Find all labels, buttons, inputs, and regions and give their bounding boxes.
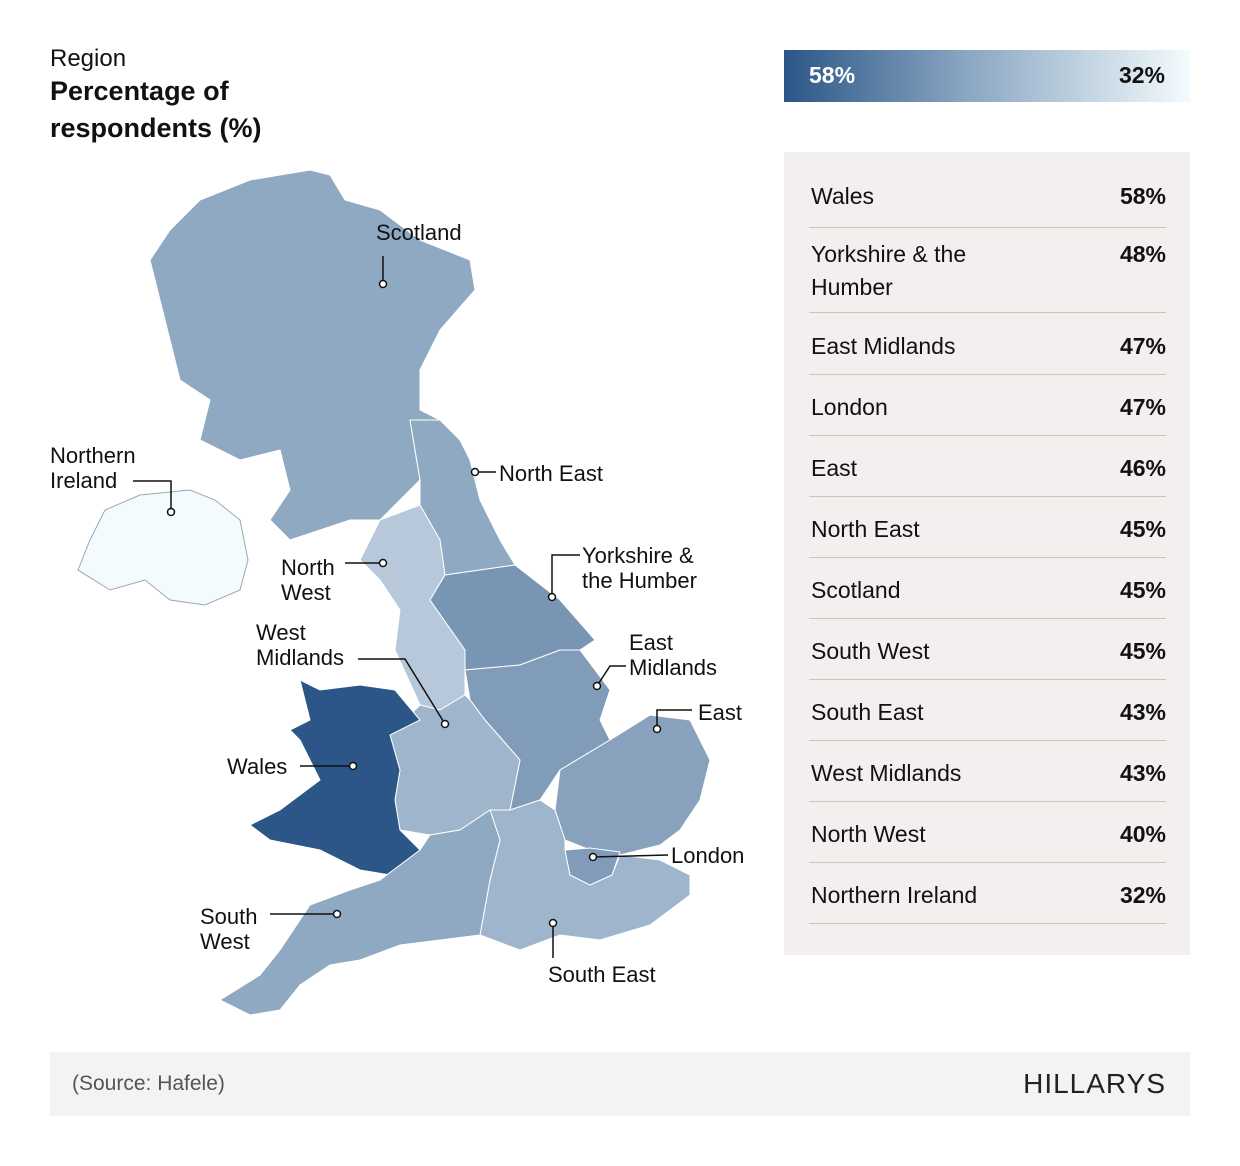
map-label-west-midlands: West Midlands [256, 620, 344, 670]
table-row: North West 40% [809, 818, 1166, 863]
region-ranking-table: Wales 58% Yorkshire & the Humber 48% East Mi… [784, 152, 1190, 955]
table-row: South East 43% [809, 696, 1166, 741]
hillarys-logo: HILLARYS [1023, 1068, 1166, 1099]
leader-line [596, 665, 626, 687]
region-marker-dot [652, 724, 662, 734]
region-marker-dot [332, 909, 342, 919]
region-value: 40% [1119, 821, 1166, 847]
region-name: East Midlands [811, 333, 956, 359]
region-south-east[interactable] [479, 799, 691, 951]
region-marker-dot [548, 918, 558, 928]
map-label-line: South [200, 904, 258, 929]
map-label-london: London [671, 843, 745, 868]
footer: (Source: Hafele) HILLARYS [50, 1052, 1190, 1116]
region-value: 45% [1119, 638, 1166, 664]
map-label-line: North [281, 555, 335, 580]
map-label-line: West [281, 580, 331, 605]
table-row: East 46% [809, 452, 1166, 497]
region-name: Scotland [811, 577, 901, 603]
table-row: North East 45% [809, 513, 1166, 558]
map-label-line: Midlands [256, 645, 345, 670]
region-value: 45% [1119, 577, 1166, 603]
region-value: 43% [1119, 699, 1166, 725]
map-label-wales: Wales [227, 754, 288, 779]
region-value: 47% [1119, 394, 1166, 420]
region-value: 32% [1119, 882, 1166, 908]
region-scotland[interactable] [149, 169, 476, 541]
table-row: South West 45% [809, 635, 1166, 680]
map-label-line: Midlands [629, 655, 718, 680]
leader-line [551, 554, 580, 597]
region-name: London [811, 394, 888, 420]
map-label-north-east: North East [499, 461, 603, 486]
source-note: (Source: Hafele) [72, 1072, 225, 1095]
region-name: South West [811, 638, 930, 664]
table-row: London 47% [809, 391, 1166, 436]
leader-line [358, 658, 446, 725]
table-row: Wales 58% [809, 180, 1166, 228]
region-value: 45% [1119, 516, 1166, 542]
map-label-line: the Humber [582, 568, 697, 593]
region-name: Northern Ireland [811, 882, 978, 908]
region-value: 43% [1119, 760, 1166, 786]
map-label-south-west: South West [200, 904, 258, 954]
region-name: West Midlands [811, 760, 962, 786]
map-label-line: Yorkshire & [582, 543, 694, 568]
map-label-yorkshire: Yorkshire & the Humber [582, 543, 697, 593]
legend-max-label: 58% [809, 62, 856, 88]
region-marker-dot [378, 279, 388, 289]
map-label-line: Northern [50, 443, 136, 468]
map-subtitle: Region [50, 45, 127, 72]
map-label-east: East [698, 700, 743, 725]
map-label-scotland: Scotland [376, 220, 462, 245]
leader-line [133, 480, 172, 512]
region-value: 46% [1119, 455, 1166, 481]
legend-min-label: 32% [1118, 62, 1165, 88]
region-value: 58% [1119, 183, 1166, 209]
region-marker-dot [592, 681, 602, 691]
region-value: 48% [1119, 241, 1166, 267]
table-row: East Midlands 47% [809, 330, 1166, 375]
region-marker-dot [378, 558, 388, 568]
table-row: Scotland 45% [809, 574, 1166, 619]
region-value: 47% [1119, 333, 1166, 359]
region-name: North East [811, 516, 920, 542]
map-label-line: East [629, 630, 674, 655]
region-name: East [811, 455, 858, 481]
region-marker-dot [440, 719, 450, 729]
region-northern-ireland[interactable] [77, 489, 249, 606]
color-scale-legend: 58% 32% [784, 50, 1190, 102]
region-name: Yorkshire & the Humber [811, 241, 967, 300]
region-marker-dot [348, 761, 358, 771]
region-marker-dot [470, 467, 480, 477]
map-label-line: Ireland [50, 468, 118, 493]
leader-line [592, 854, 669, 858]
table-row: Northern Ireland 32% [809, 879, 1166, 924]
table-row: Yorkshire & the Humber 48% [809, 238, 1166, 313]
map-label-east-midlands: East Midlands [629, 630, 717, 680]
map-label-line: West [200, 929, 250, 954]
map-label-northern-ireland: Northern Ireland [50, 443, 136, 493]
table-row: West Midlands 43% [809, 757, 1166, 802]
region-name: Wales [811, 183, 875, 209]
map-label-north-west: North West [281, 555, 335, 605]
leader-line [656, 709, 692, 729]
region-name: South East [811, 699, 924, 725]
region-name: North West [811, 821, 926, 847]
region-marker-dot [588, 852, 598, 862]
map-label-south-east: South East [548, 962, 656, 987]
region-marker-dot [547, 592, 557, 602]
region-marker-dot [166, 507, 176, 517]
map-label-line: West [256, 620, 306, 645]
region-south-west[interactable] [218, 809, 501, 1016]
map-title: Percentage of respondents (%) [50, 76, 262, 143]
